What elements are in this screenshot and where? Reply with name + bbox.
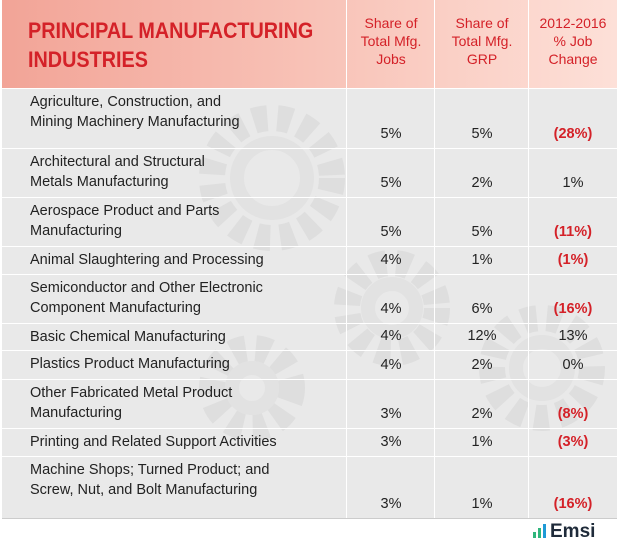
industry-cell: Plastics Product Manufacturing <box>30 354 345 379</box>
industry-cell: Machine Shops; Turned Product; and Screw,… <box>30 460 345 518</box>
gear-watermark <box>199 105 605 441</box>
title: PRINCIPAL MANUFACTURING INDUSTRIES <box>28 16 313 74</box>
column-header-line: Total Mfg. <box>451 33 513 49</box>
industry-line: Screw, Nut, and Bolt Manufacturing <box>30 482 258 498</box>
value-cell: 13% <box>558 328 588 344</box>
industry-cell: Aerospace Product and Parts Manufacturing <box>30 201 345 246</box>
column-separator <box>528 0 529 518</box>
value-cell: 2% <box>471 357 493 373</box>
row-separator <box>2 246 617 247</box>
industry-cell: Animal Slaughtering and Processing <box>30 250 345 274</box>
industry-line: Component Manufacturing <box>30 300 201 316</box>
header-background <box>2 0 617 88</box>
value-cell: (11%) <box>554 224 592 240</box>
row-separator <box>2 379 617 380</box>
title-line: INDUSTRIES <box>28 47 148 72</box>
industry-line: Architectural and Structural <box>30 154 205 170</box>
value-cell: 2% <box>471 406 493 422</box>
row-separator <box>2 428 617 429</box>
column-header-line: % Job <box>553 33 593 49</box>
industry-cell: Agriculture, Construction, and Mining Mac… <box>30 92 345 148</box>
value-cell: 1% <box>471 434 493 450</box>
row-separator <box>2 518 617 519</box>
logo-text: Emsi <box>550 521 595 542</box>
logo: Emsi <box>533 521 595 542</box>
value-cell: 5% <box>380 175 402 191</box>
value-cell: 2% <box>471 175 493 191</box>
industry-line: Plastics Product Manufacturing <box>30 356 230 372</box>
industry-line: Aerospace Product and Parts <box>30 203 220 219</box>
industry-line: Semiconductor and Other Electronic <box>30 280 263 296</box>
industry-line: Metals Manufacturing <box>30 174 169 190</box>
value-cell: 5% <box>380 126 402 142</box>
column-header-line: Share of <box>455 15 509 31</box>
industry-line: Basic Chemical Manufacturing <box>30 329 226 345</box>
logo-bar <box>538 528 541 538</box>
row-separator <box>2 197 617 198</box>
table-background <box>2 88 617 518</box>
industry-line: Machine Shops; Turned Product; and <box>30 462 270 478</box>
column-header-line: Total Mfg. <box>360 33 422 49</box>
value-cell: (16%) <box>553 496 593 512</box>
value-cell: 1% <box>562 175 584 191</box>
value-cell: 5% <box>471 126 493 142</box>
row-separator <box>2 456 617 457</box>
industry-line: Agriculture, Construction, and <box>30 94 222 110</box>
industry-cell: Basic Chemical Manufacturing <box>30 327 345 350</box>
value-cell: 1% <box>471 252 493 268</box>
value-cell: 3% <box>380 406 402 422</box>
column-header: Share of Total Mfg. Jobs <box>347 14 435 68</box>
industry-line: Manufacturing <box>30 223 122 239</box>
row-separator <box>2 350 617 351</box>
industry-line: Printing and Related Support Activities <box>30 434 277 450</box>
row-separator <box>2 274 617 275</box>
column-header-line: Jobs <box>376 51 406 67</box>
value-cell: 4% <box>380 301 402 317</box>
value-cell: 5% <box>380 224 402 240</box>
value-cell: 1% <box>471 496 493 512</box>
industry-line: Animal Slaughtering and Processing <box>30 252 264 268</box>
value-cell: (16%) <box>553 301 593 317</box>
column-header-line: Share of <box>364 15 418 31</box>
row-separator <box>2 88 617 89</box>
value-cell: (8%) <box>557 406 589 422</box>
value-cell: 6% <box>471 301 493 317</box>
row-separator <box>2 148 617 149</box>
industry-line: Manufacturing <box>30 405 122 421</box>
title-line: PRINCIPAL MANUFACTURING <box>28 18 314 43</box>
value-cell: 4% <box>380 328 402 344</box>
value-cell: 5% <box>471 224 493 240</box>
value-cell: 3% <box>380 434 402 450</box>
logo-bar <box>543 524 546 538</box>
column-header: 2012-2016 % Job Change <box>529 14 617 68</box>
industry-cell: Semiconductor and Other Electronic Compon… <box>30 278 345 323</box>
value-cell: 12% <box>467 328 497 344</box>
value-cell: (3%) <box>557 434 589 450</box>
column-header-line: Change <box>548 51 598 67</box>
value-cell: (28%) <box>553 126 593 142</box>
industry-cell: Printing and Related Support Activities <box>30 432 345 456</box>
industry-line: Other Fabricated Metal Product <box>30 385 233 401</box>
value-cell: 4% <box>380 252 402 268</box>
value-cell: 4% <box>380 357 402 373</box>
logo-bar <box>533 532 536 538</box>
column-separator <box>346 0 347 518</box>
column-header: Share of Total Mfg. GRP <box>435 14 529 68</box>
value-cell: (1%) <box>557 252 589 268</box>
value-cell: 0% <box>562 357 584 373</box>
industry-line: Mining Machinery Manufacturing <box>30 114 240 130</box>
column-header-line: 2012-2016 <box>539 15 607 31</box>
industry-cell: Other Fabricated Metal Product Manufactur… <box>30 383 345 428</box>
column-header-line: GRP <box>466 51 498 67</box>
row-separator <box>2 323 617 324</box>
industry-cell: Architectural and Structural Metals Manuf… <box>30 152 345 197</box>
column-separator <box>434 0 435 518</box>
value-cell: 3% <box>380 496 402 512</box>
